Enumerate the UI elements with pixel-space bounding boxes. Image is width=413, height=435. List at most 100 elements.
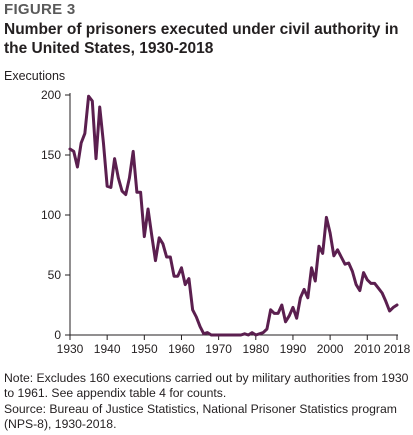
data-point xyxy=(377,287,379,289)
data-point xyxy=(340,256,342,258)
data-point xyxy=(314,280,316,282)
data-point xyxy=(203,333,205,335)
data-point xyxy=(177,275,179,277)
x-tick-label: 1970 xyxy=(205,342,232,356)
data-point xyxy=(355,283,357,285)
data-point xyxy=(388,310,390,312)
data-point xyxy=(110,186,112,188)
data-point xyxy=(225,334,227,336)
data-point xyxy=(147,208,149,210)
x-tick-label: 2018 xyxy=(384,342,411,356)
data-point xyxy=(184,283,186,285)
chart-source: Source: Bureau of Justice Statistics, Na… xyxy=(4,402,397,431)
data-point xyxy=(165,256,167,258)
data-point xyxy=(359,289,361,291)
data-point xyxy=(385,300,387,302)
data-point xyxy=(87,95,89,97)
data-point xyxy=(158,237,160,239)
data-point xyxy=(288,315,290,317)
data-point xyxy=(262,331,264,333)
data-point xyxy=(128,177,130,179)
data-point xyxy=(173,275,175,277)
data-point xyxy=(366,279,368,281)
x-tick-label: 1950 xyxy=(131,342,158,356)
data-point xyxy=(347,262,349,264)
data-point xyxy=(333,255,335,257)
data-point xyxy=(214,334,216,336)
data-point xyxy=(243,333,245,335)
data-point xyxy=(374,282,376,284)
chart-series xyxy=(68,94,399,337)
data-point xyxy=(95,157,97,159)
data-point xyxy=(240,334,242,336)
data-point xyxy=(199,325,201,327)
y-tick-label: 100 xyxy=(41,208,61,222)
y-tick-label: 150 xyxy=(41,148,61,162)
data-point xyxy=(136,191,138,193)
data-point xyxy=(307,297,309,299)
data-point xyxy=(392,306,394,308)
data-point xyxy=(292,306,294,308)
data-point xyxy=(73,150,75,152)
data-point xyxy=(247,334,249,336)
data-point xyxy=(180,267,182,269)
data-point xyxy=(269,309,271,311)
data-point xyxy=(139,191,141,193)
data-point xyxy=(321,252,323,254)
data-point xyxy=(284,321,286,323)
data-point xyxy=(251,331,253,333)
data-point xyxy=(396,304,398,306)
x-tick-label: 1980 xyxy=(242,342,269,356)
data-point xyxy=(132,150,134,152)
data-point xyxy=(125,193,127,195)
data-point xyxy=(84,132,86,134)
x-tick-label: 1940 xyxy=(94,342,121,356)
data-point xyxy=(76,166,78,168)
x-tick-label: 1990 xyxy=(280,342,307,356)
data-point xyxy=(106,185,108,187)
data-point xyxy=(188,277,190,279)
chart-note: Note: Excludes 160 executions carried ou… xyxy=(4,371,409,400)
data-point xyxy=(351,270,353,272)
data-point xyxy=(273,312,275,314)
data-point xyxy=(102,142,104,144)
data-point xyxy=(318,245,320,247)
data-point xyxy=(370,282,372,284)
data-point xyxy=(217,334,219,336)
data-point xyxy=(91,100,93,102)
x-tick-label: 2010 xyxy=(354,342,381,356)
data-point xyxy=(117,177,119,179)
data-point xyxy=(303,288,305,290)
data-point xyxy=(295,317,297,319)
y-tick-label: 50 xyxy=(48,268,62,282)
figure-label: FIGURE 3 xyxy=(4,1,76,18)
data-point xyxy=(362,271,364,273)
data-point xyxy=(277,312,279,314)
data-point xyxy=(236,334,238,336)
data-point xyxy=(195,316,197,318)
data-point xyxy=(113,157,115,159)
data-point xyxy=(325,216,327,218)
data-point xyxy=(69,148,71,150)
data-point xyxy=(299,297,301,299)
data-point xyxy=(206,331,208,333)
data-point xyxy=(80,142,82,144)
x-tick-label: 1930 xyxy=(57,342,84,356)
data-point xyxy=(232,334,234,336)
data-point xyxy=(310,267,312,269)
chart-axes: 0 50 100 150 200 1930 1940 1950 1960 1970 1980 1990… xyxy=(41,88,411,356)
data-point xyxy=(143,235,145,237)
data-point xyxy=(229,334,231,336)
executions-line xyxy=(68,94,399,337)
data-point xyxy=(344,263,346,265)
x-tick-label: 2000 xyxy=(317,342,344,356)
data-point xyxy=(255,334,257,336)
data-point xyxy=(266,328,268,330)
y-tick-label: 200 xyxy=(41,88,61,102)
y-tick-label: 0 xyxy=(54,328,61,342)
data-point xyxy=(381,292,383,294)
data-point xyxy=(121,190,123,192)
data-point xyxy=(221,334,223,336)
data-point xyxy=(99,106,101,108)
